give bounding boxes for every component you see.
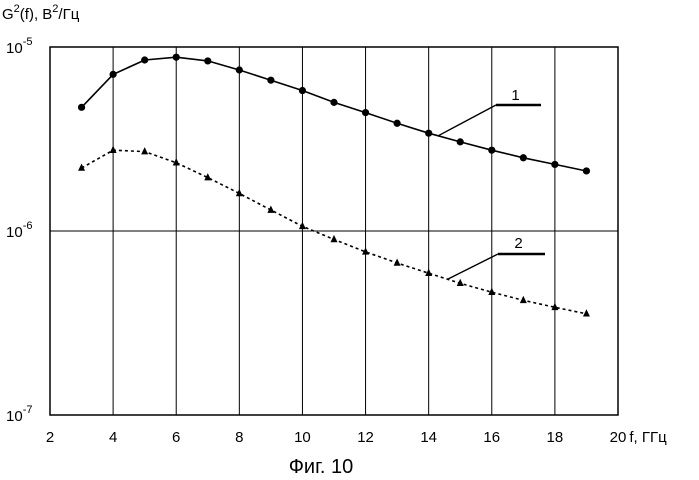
series-2-point xyxy=(551,302,559,311)
series-1-point xyxy=(519,154,527,162)
series-group xyxy=(77,53,591,317)
y-tick-label: 10-6 xyxy=(6,220,32,241)
series-2-point xyxy=(362,247,370,255)
x-tick-label: 6 xyxy=(172,429,180,446)
x-tick-label: 10 xyxy=(294,429,311,446)
series-2-label: 2 xyxy=(514,235,522,252)
series-2-line xyxy=(81,149,587,315)
series-1-point xyxy=(298,86,307,95)
y-tick-label: 10-7 xyxy=(6,404,32,425)
y-tick-labels: 10-510-610-7 xyxy=(6,36,32,425)
series-1-point xyxy=(551,160,559,169)
x-tick-label: 2 xyxy=(46,429,54,446)
series-1-point xyxy=(235,66,243,74)
y-tick-base: 10 xyxy=(6,408,23,425)
series-2-point xyxy=(393,258,401,266)
series-2-point xyxy=(172,158,180,166)
x-tick-label: 20 xyxy=(610,429,627,446)
series-1-point xyxy=(172,53,180,61)
y-tick-label: 10-5 xyxy=(6,36,32,57)
series-1-point xyxy=(204,57,212,65)
x-tick-label: 8 xyxy=(235,429,243,446)
series-1-point xyxy=(425,129,433,137)
y-tick-exponent: -6 xyxy=(23,220,33,232)
y-label-superscript: 2 xyxy=(14,3,20,15)
series-callouts: 12 xyxy=(437,87,545,280)
y-tick-base: 10 xyxy=(6,40,23,57)
plot-frame xyxy=(49,46,619,416)
y-label-part: (f), В xyxy=(20,6,53,23)
y-tick-exponent: -7 xyxy=(23,404,33,416)
x-tick-label: 18 xyxy=(547,429,564,446)
series-1-point xyxy=(393,119,401,127)
series-1-leader-line xyxy=(437,104,497,137)
series-1-point xyxy=(77,103,86,111)
x-tick-labels: 2 4 6 8 10 12 14 16 18 20 xyxy=(46,429,627,446)
figure-caption: Фиг. 10 xyxy=(289,456,354,478)
x-tick-label: 14 xyxy=(420,429,437,446)
series-2-point xyxy=(425,268,433,276)
series-1-point xyxy=(361,109,370,117)
y-label-part: /Гц xyxy=(58,6,79,23)
series-2-point xyxy=(330,234,338,243)
x-tick-label: 16 xyxy=(483,429,500,446)
series-2-point xyxy=(78,163,86,171)
series-1-point xyxy=(267,76,275,84)
x-axis-label: f, ГГц xyxy=(629,429,667,446)
series-2-point xyxy=(109,145,117,153)
y-tick-base: 10 xyxy=(6,224,23,241)
series-1-point xyxy=(109,70,117,78)
y-label-superscript: 2 xyxy=(52,3,58,15)
y-axis-label: G2(f), В2/Гц xyxy=(2,3,80,23)
series-2-point xyxy=(582,309,590,317)
grid xyxy=(50,47,618,415)
y-label-part: G xyxy=(2,6,14,23)
series-2-point xyxy=(235,188,243,197)
series-1-label: 1 xyxy=(511,87,519,104)
x-tick-label: 12 xyxy=(357,429,374,446)
series-2-point xyxy=(141,147,149,155)
series-2-point xyxy=(519,295,527,304)
x-tick-label: 4 xyxy=(109,429,117,446)
series-2-point xyxy=(204,173,212,181)
series-2-point xyxy=(488,287,496,295)
series-1-point xyxy=(488,146,496,154)
series-2-point xyxy=(456,278,464,287)
series-2-point xyxy=(267,205,275,213)
series-1-point xyxy=(141,56,149,64)
series-1-point xyxy=(330,98,338,106)
series-2-leader-line xyxy=(447,253,499,280)
series-2-point xyxy=(298,221,306,230)
series-1-point xyxy=(456,138,464,146)
y-tick-exponent: -5 xyxy=(23,36,33,48)
series-1-point xyxy=(582,167,591,175)
series-1-line xyxy=(81,56,587,172)
